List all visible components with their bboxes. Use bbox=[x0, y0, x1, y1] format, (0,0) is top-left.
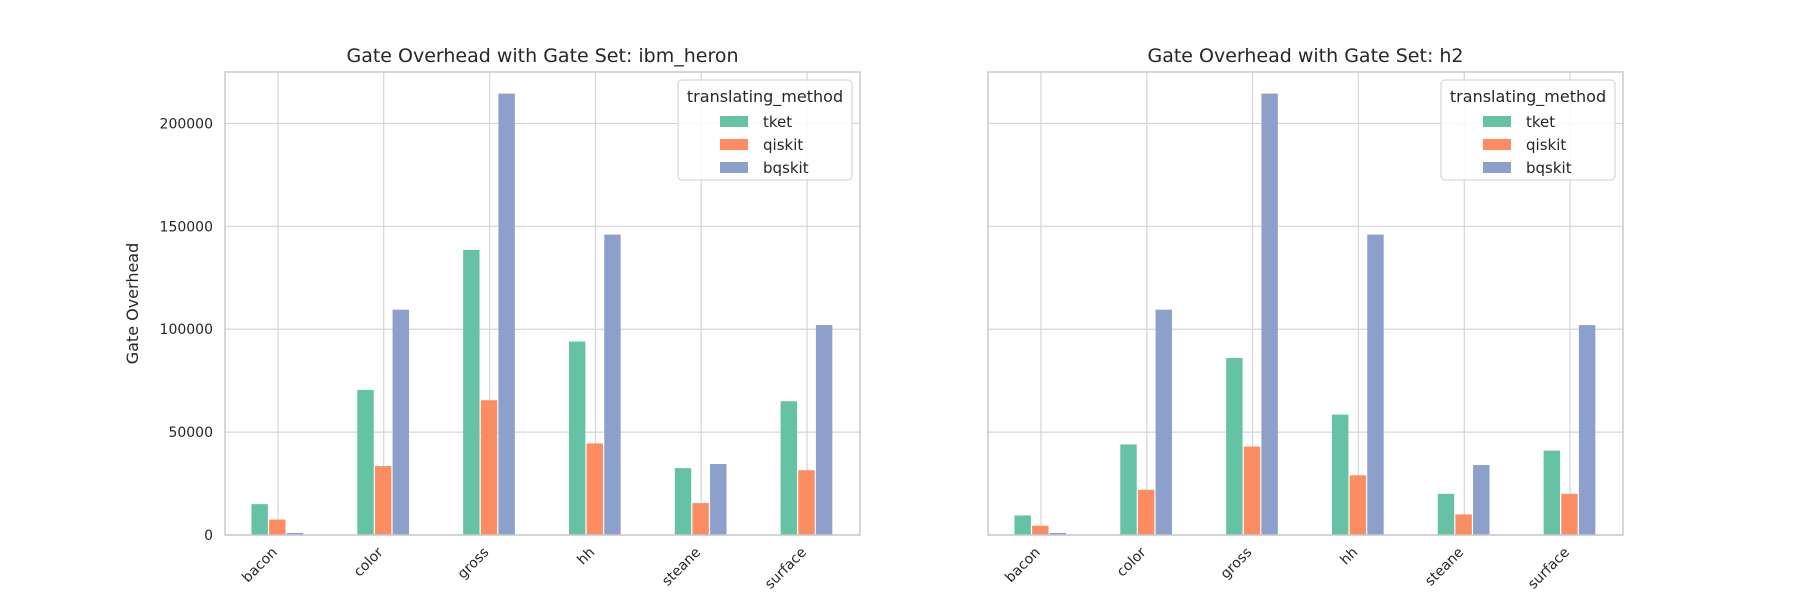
legend-swatch-tket bbox=[720, 116, 748, 127]
x-tick-label: bacon bbox=[239, 545, 280, 586]
legend-swatch-bqskit bbox=[1483, 162, 1511, 173]
legend-swatch-tket bbox=[1483, 116, 1511, 127]
bar-bqskit-hh bbox=[604, 234, 621, 535]
chart-panel-1: 0 50000 100000 150000 200000 bacon color gross h… bbox=[123, 45, 861, 593]
bar-bqskit-steane bbox=[710, 464, 727, 535]
bar-qiskit-steane bbox=[1455, 514, 1472, 535]
bar-qiskit-gross bbox=[480, 400, 498, 535]
bar-qiskit-color bbox=[374, 466, 392, 535]
legend-swatch-bqskit bbox=[720, 162, 748, 173]
legend-swatch-qiskit bbox=[720, 139, 748, 150]
bar-bqskit-bacon bbox=[1049, 532, 1067, 535]
bar-bqskit-color bbox=[392, 309, 410, 535]
bar-tket-steane bbox=[674, 468, 692, 535]
chart-panel-2: bacon color gross hh steane surface Gate Overh… bbox=[987, 45, 1624, 593]
y-tick-label: 150000 bbox=[160, 219, 213, 235]
bar-tket-color bbox=[1120, 444, 1137, 535]
legend-label-bqskit: bqskit bbox=[763, 159, 809, 177]
legend-title: translating_method bbox=[1450, 87, 1606, 107]
bar-bqskit-color bbox=[1155, 309, 1173, 535]
bar-tket-surface bbox=[1543, 450, 1561, 535]
plot-frame bbox=[987, 71, 1624, 536]
y-tick-label: 0 bbox=[204, 528, 213, 544]
bar-bqskit-bacon bbox=[286, 532, 304, 535]
bar-tket-bacon bbox=[251, 504, 268, 535]
y-tick-label: 200000 bbox=[160, 116, 213, 132]
x-tick-label: gross bbox=[455, 545, 493, 583]
x-tick-label: steane bbox=[1422, 545, 1467, 590]
bar-tket-hh bbox=[1331, 414, 1349, 535]
bar-qiskit-bacon bbox=[269, 519, 286, 535]
legend-box bbox=[1440, 79, 1616, 181]
y-tick-label: 50000 bbox=[168, 425, 213, 441]
x-tick-label: surface bbox=[1525, 545, 1573, 593]
bar-qiskit-hh bbox=[1349, 475, 1367, 535]
bar-qiskit-gross bbox=[1243, 446, 1261, 535]
bar-bqskit-gross bbox=[498, 93, 515, 536]
y-tick-label: 100000 bbox=[160, 322, 213, 338]
x-tick-label: color bbox=[1114, 544, 1150, 580]
legend-label-tket: tket bbox=[763, 113, 792, 131]
bar-qiskit-steane bbox=[692, 503, 709, 535]
bar-bqskit-gross bbox=[1261, 93, 1278, 536]
chart-title: Gate Overhead with Gate Set: h2 bbox=[1147, 45, 1463, 67]
bar-tket-gross bbox=[1226, 358, 1243, 535]
plot-frame bbox=[224, 71, 861, 536]
bar-tket-gross bbox=[463, 249, 480, 535]
bar-tket-hh bbox=[568, 341, 586, 535]
bar-tket-steane bbox=[1437, 493, 1455, 535]
bar-tket-bacon bbox=[1014, 515, 1031, 535]
x-tick-label: hh bbox=[1337, 545, 1361, 569]
legend-title: translating_method bbox=[687, 87, 843, 107]
x-tick-label: color bbox=[351, 544, 387, 580]
legend-box bbox=[677, 79, 853, 181]
bar-tket-surface bbox=[780, 401, 798, 535]
legend-label-qiskit: qiskit bbox=[763, 136, 803, 154]
bar-bqskit-surface bbox=[1578, 325, 1596, 535]
bar-tket-color bbox=[357, 389, 374, 535]
bar-qiskit-bacon bbox=[1032, 525, 1049, 535]
x-tick-label: bacon bbox=[1002, 545, 1043, 586]
x-tick-label: steane bbox=[659, 545, 704, 590]
bar-bqskit-steane bbox=[1473, 465, 1490, 535]
legend-swatch-qiskit bbox=[1483, 139, 1511, 150]
bar-qiskit-surface bbox=[798, 470, 815, 535]
bar-qiskit-surface bbox=[1561, 493, 1578, 535]
legend-label-qiskit: qiskit bbox=[1526, 136, 1566, 154]
legend-label-tket: tket bbox=[1526, 113, 1555, 131]
bar-bqskit-surface bbox=[815, 325, 833, 535]
x-tick-label: gross bbox=[1218, 545, 1256, 583]
y-axis-label: Gate Overhead bbox=[123, 243, 142, 365]
bar-qiskit-hh bbox=[586, 443, 604, 535]
bar-qiskit-color bbox=[1137, 489, 1155, 535]
legend-label-bqskit: bqskit bbox=[1526, 159, 1572, 177]
bar-bqskit-hh bbox=[1367, 234, 1384, 535]
x-tick-label: surface bbox=[762, 545, 810, 593]
chart-title: Gate Overhead with Gate Set: ibm_heron bbox=[346, 45, 738, 67]
x-tick-label: hh bbox=[574, 545, 598, 569]
